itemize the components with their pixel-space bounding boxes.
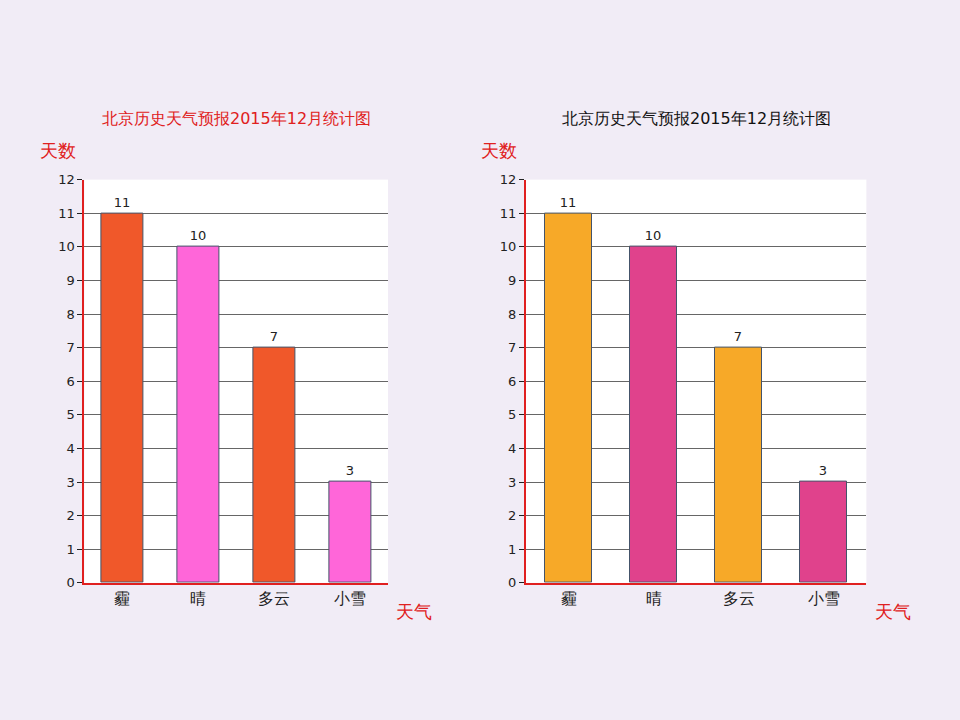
svg-text:10: 10 <box>190 228 207 243</box>
svg-text:4: 4 <box>67 441 75 456</box>
svg-text:0: 0 <box>67 575 75 590</box>
svg-text:10: 10 <box>500 239 517 254</box>
svg-text:北京历史天气预报2015年12月统计图: 北京历史天气预报2015年12月统计图 <box>102 109 371 128</box>
svg-text:多云: 多云 <box>723 589 755 608</box>
svg-text:天数: 天数 <box>40 140 76 161</box>
svg-text:1: 1 <box>67 542 75 557</box>
svg-text:0: 0 <box>508 575 516 590</box>
svg-text:7: 7 <box>67 340 75 355</box>
svg-text:天气: 天气 <box>875 601 911 622</box>
svg-text:6: 6 <box>508 374 516 389</box>
svg-text:7: 7 <box>270 329 278 344</box>
svg-text:小雪: 小雪 <box>808 589 840 608</box>
svg-text:7: 7 <box>734 329 742 344</box>
svg-text:8: 8 <box>508 307 516 322</box>
svg-text:多云: 多云 <box>258 589 290 608</box>
svg-text:11: 11 <box>500 206 517 221</box>
svg-text:3: 3 <box>346 463 354 478</box>
svg-text:6: 6 <box>67 374 75 389</box>
svg-text:12: 12 <box>500 172 517 187</box>
svg-text:晴: 晴 <box>646 589 662 608</box>
svg-text:11: 11 <box>560 195 577 210</box>
svg-text:3: 3 <box>819 463 827 478</box>
svg-text:10: 10 <box>645 228 662 243</box>
svg-text:天数: 天数 <box>481 140 517 161</box>
svg-text:5: 5 <box>67 407 75 422</box>
svg-text:天气: 天气 <box>396 601 432 622</box>
svg-text:11: 11 <box>58 206 75 221</box>
svg-text:3: 3 <box>508 475 516 490</box>
svg-text:北京历史天气预报2015年12月统计图: 北京历史天气预报2015年12月统计图 <box>562 109 831 128</box>
svg-text:10: 10 <box>58 239 75 254</box>
svg-text:3: 3 <box>67 475 75 490</box>
svg-text:小雪: 小雪 <box>334 589 366 608</box>
svg-text:12: 12 <box>58 172 75 187</box>
svg-text:9: 9 <box>67 273 75 288</box>
svg-text:1: 1 <box>508 542 516 557</box>
svg-text:11: 11 <box>114 195 131 210</box>
svg-text:7: 7 <box>508 340 516 355</box>
svg-text:4: 4 <box>508 441 516 456</box>
svg-text:9: 9 <box>508 273 516 288</box>
svg-text:2: 2 <box>67 508 75 523</box>
svg-text:8: 8 <box>67 307 75 322</box>
svg-text:霾: 霾 <box>561 589 577 608</box>
svg-text:霾: 霾 <box>114 589 130 608</box>
svg-text:5: 5 <box>508 407 516 422</box>
svg-text:晴: 晴 <box>190 589 206 608</box>
svg-text:2: 2 <box>508 508 516 523</box>
